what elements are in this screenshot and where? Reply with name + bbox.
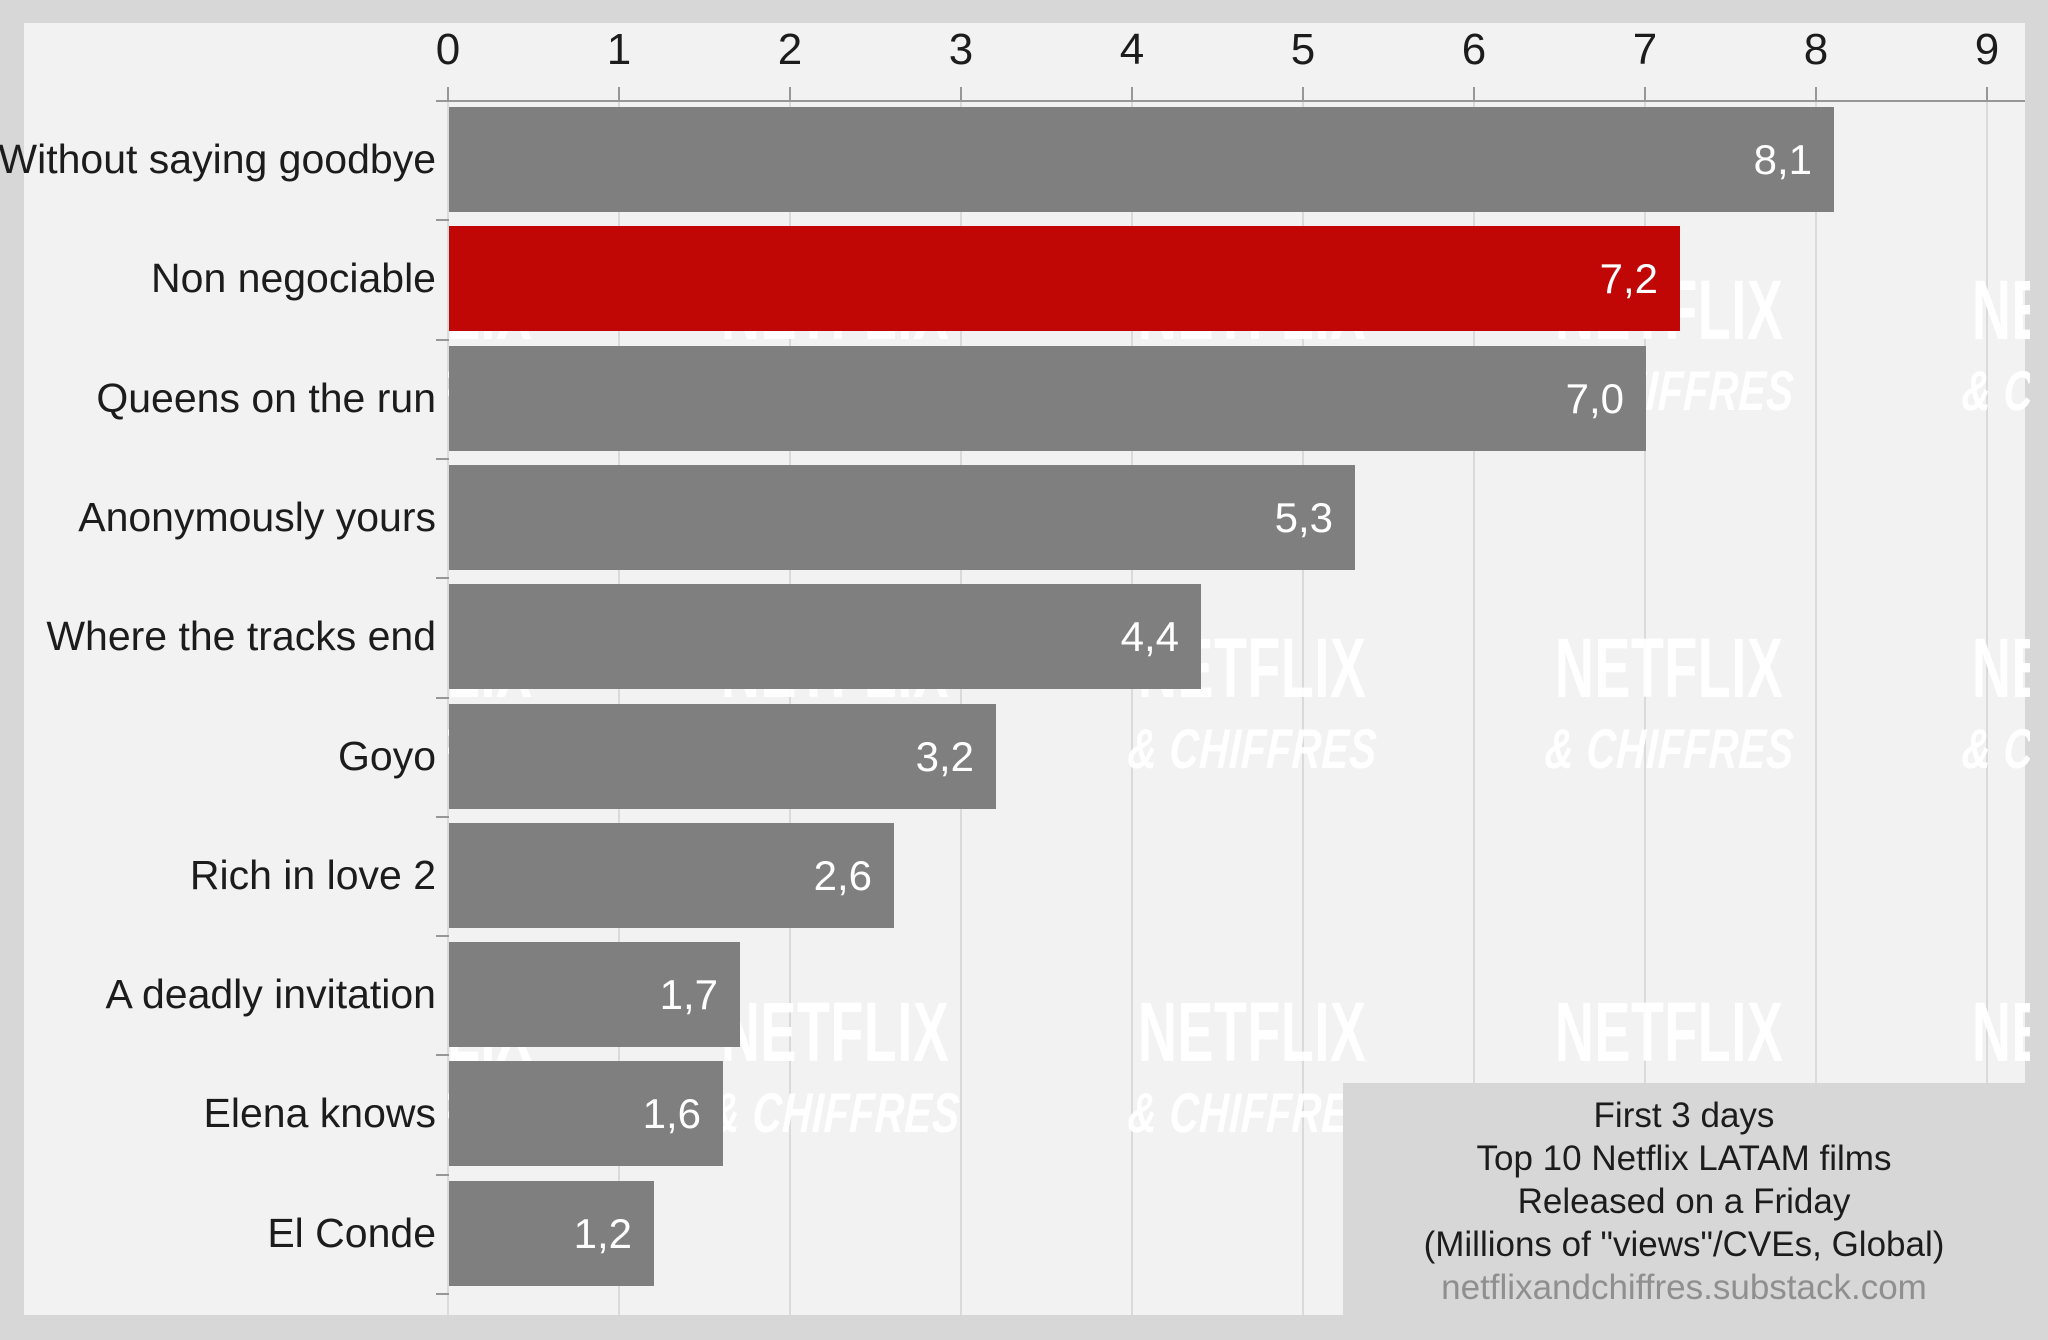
bar: 2,6: [449, 823, 894, 928]
x-axis-line: [436, 100, 2025, 102]
y-axis-tick: [436, 219, 449, 221]
netflix-chiffres-watermark: NETFLIX& CHIFFRES: [1510, 621, 1796, 780]
y-axis-tick: [436, 697, 449, 699]
caption-substack-link: netflixandchiffres.substack.com: [1441, 1268, 1927, 1307]
caption-line: (Millions of "views"/CVEs, Global): [1423, 1225, 1945, 1264]
y-axis-tick: [436, 577, 449, 579]
x-axis-tick-label: 6: [1461, 25, 1487, 74]
y-axis-tick: [436, 816, 449, 818]
x-axis-tick-label: 9: [1974, 25, 2000, 74]
bar-value-label: 7,0: [1565, 374, 1624, 422]
caption-line: Released on a Friday: [1517, 1182, 1851, 1221]
bar: 3,2: [449, 704, 996, 809]
watermark-chiffres-text: & CHIFFRES: [709, 1081, 962, 1144]
caption-box: First 3 days Top 10 Netflix LATAM films Re…: [1343, 1083, 2048, 1340]
bar-value-label: 5,3: [1274, 493, 1333, 541]
netflix-chiffres-watermark: NETFLIX& CHIFFRES: [676, 985, 962, 1144]
watermark-chiffres-text: & CHIFFRES: [1126, 1081, 1379, 1144]
watermark-chiffres-text: & CHIFFRES: [1960, 717, 2030, 780]
caption-line: First 3 days: [1593, 1096, 1775, 1135]
bar-value-label: 1,7: [659, 970, 718, 1018]
watermark-chiffres-text: & CHIFFRES: [1960, 359, 2030, 422]
category-label: Anonymously yours: [78, 494, 436, 540]
category-label: Rich in love 2: [189, 852, 436, 898]
category-label: El Conde: [267, 1210, 436, 1256]
bar-highlighted: 7,2: [449, 226, 1680, 331]
x-axis-tick: [1986, 87, 1988, 101]
netflix-chiffres-watermark: NETFLIX& CHIFFRES: [1927, 621, 2030, 780]
bar-value-label: 2,6: [813, 851, 872, 899]
category-label: Without saying goodbye: [0, 136, 436, 182]
x-axis-tick-label: 2: [777, 25, 803, 74]
x-axis-tick-label: 8: [1803, 25, 1829, 74]
bar-value-label: 8,1: [1753, 135, 1812, 183]
x-axis-tick-label: 1: [606, 25, 632, 74]
x-axis-tick-label: 7: [1632, 25, 1658, 74]
x-axis-tick: [1131, 87, 1133, 101]
x-axis-tick-label: 3: [948, 25, 974, 74]
bar-value-label: 4,4: [1120, 612, 1179, 660]
bar: 1,2: [449, 1181, 654, 1286]
bar-value-label: 1,2: [573, 1209, 632, 1257]
x-axis-tick: [1815, 87, 1817, 101]
x-axis-tick-label: 4: [1119, 25, 1145, 74]
watermark-netflix-text: NETFLIX: [1972, 985, 2030, 1079]
x-axis-tick: [789, 87, 791, 101]
watermark-netflix-text: NETFLIX: [1972, 621, 2030, 715]
gridline: [1131, 101, 1133, 1315]
gridline: [447, 101, 449, 1315]
y-axis-tick: [436, 1293, 449, 1295]
bar-value-label: 3,2: [915, 732, 974, 780]
x-axis-tick: [1473, 87, 1475, 101]
y-axis-tick: [436, 458, 449, 460]
category-label: Non negociable: [151, 255, 436, 301]
caption-line: Top 10 Netflix LATAM films: [1476, 1139, 1892, 1178]
bar: 1,6: [449, 1061, 723, 1166]
bar: 1,7: [449, 942, 740, 1047]
y-axis-tick: [436, 935, 449, 937]
y-axis-tick: [436, 100, 449, 102]
y-axis-tick: [436, 1054, 449, 1056]
y-axis-tick: [436, 1174, 449, 1176]
bar-value-label: 1,6: [642, 1089, 701, 1137]
x-axis-tick-label: 5: [1290, 25, 1316, 74]
watermark-netflix-text: NETFLIX: [1555, 621, 1784, 715]
watermark-chiffres-text: & CHIFFRES: [1543, 717, 1796, 780]
x-axis-tick: [960, 87, 962, 101]
category-label: A deadly invitation: [105, 971, 436, 1017]
x-axis-tick: [1302, 87, 1304, 101]
watermark-netflix-text: NETFLIX: [1555, 985, 1784, 1079]
category-label: Elena knows: [203, 1090, 436, 1136]
bar: 4,4: [449, 584, 1201, 689]
netflix-chiffres-watermark: NETFLIX& CHIFFRES: [1510, 985, 1795, 1144]
netflix-chiffres-watermark: NETFLIX& CHIFFRES: [1927, 985, 2030, 1144]
gridline: [1644, 101, 1646, 1315]
netflix-chiffres-watermark: NETFLIX& CHIFFRES: [1093, 985, 1379, 1144]
gridline: [1815, 101, 1817, 1315]
y-axis-tick: [436, 339, 449, 341]
watermark-netflix-text: NETFLIX: [721, 985, 950, 1079]
watermark-chiffres-text: & CHIFFRES: [1126, 717, 1379, 780]
watermark-netflix-text: NETFLIX: [1138, 985, 1367, 1079]
gridline: [1986, 101, 1988, 1315]
gridline: [1473, 101, 1475, 1315]
category-label: Where the tracks end: [46, 613, 436, 659]
x-axis-tick-label: 0: [435, 25, 461, 74]
bar: 7,0: [449, 346, 1646, 451]
x-axis-tick: [447, 87, 449, 101]
x-axis-tick: [618, 87, 620, 101]
gridline: [1302, 101, 1304, 1315]
watermark-netflix-text: NETFLIX: [1972, 263, 2030, 357]
bar-value-label: 7,2: [1599, 254, 1658, 302]
category-label: Goyo: [338, 733, 436, 779]
category-label: Queens on the run: [96, 375, 436, 421]
bar: 8,1: [449, 107, 1834, 212]
bar: 5,3: [449, 465, 1355, 570]
netflix-chiffres-watermark: NETFLIX& CHIFFRES: [1927, 263, 2030, 422]
x-axis-tick: [1644, 87, 1646, 101]
